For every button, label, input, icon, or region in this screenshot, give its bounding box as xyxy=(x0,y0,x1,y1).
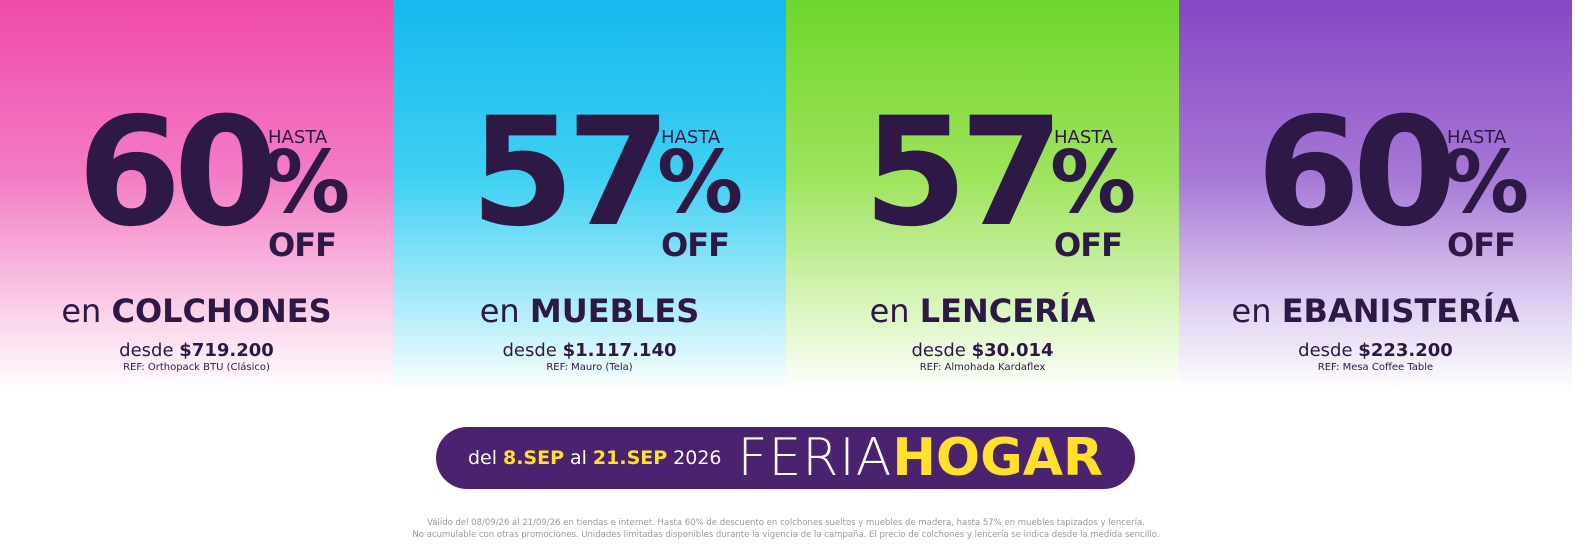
promo-panel: 60 HASTA% OFF en EBANISTERÍA desde $223.200 R… xyxy=(1179,0,1572,392)
category-name: MUEBLES xyxy=(529,292,700,330)
off-label: OFF xyxy=(1054,226,1123,264)
banner-date: 21.SEP xyxy=(592,447,668,469)
product-ref: REF: Mesa Coffee Table xyxy=(1317,362,1434,373)
price-value: $1.117.140 xyxy=(562,340,677,361)
product-ref: REF: Mauro (Tela) xyxy=(546,362,633,373)
product-ref: REF: Orthopack BTU (Clásico) xyxy=(123,362,270,373)
banner-text: del xyxy=(467,447,497,469)
percent-sign: % xyxy=(1050,133,1137,233)
banner-title: FERIA xyxy=(737,428,893,488)
price-prefix: desde xyxy=(119,340,174,361)
discount-number: 57 xyxy=(863,86,1064,260)
discount-number: 60 xyxy=(1256,86,1457,260)
percent-sign: % xyxy=(657,133,744,233)
category-name: LENCERÍA xyxy=(919,292,1096,330)
off-label: OFF xyxy=(268,226,337,264)
category-prefix: en xyxy=(869,292,910,330)
category-prefix: en xyxy=(1231,292,1272,330)
price-line: desde $223.200 xyxy=(1179,340,1572,361)
price-value: $719.200 xyxy=(179,340,274,361)
category-name: EBANISTERÍA xyxy=(1281,292,1520,330)
promo-panel: 60 HASTA% OFF en COLCHONES desde $719.200 REF… xyxy=(0,0,393,392)
price-line: desde $719.200 xyxy=(0,340,393,361)
category-name: COLCHONES xyxy=(111,292,332,330)
promo-panel: 57 HASTA% OFF en MUEBLES desde $1.117.140 REF… xyxy=(393,0,786,392)
banner-title: HOGAR xyxy=(892,428,1104,488)
banner-text: al xyxy=(570,447,587,469)
fine-print: No acumulable con otras promociones. Uni… xyxy=(412,530,1160,540)
category-prefix: en xyxy=(61,292,102,330)
product-ref: REF: Almohada Kardaflex xyxy=(919,362,1046,373)
fine-print: Válido del 08/09/26 al 21/09/26 en tiend… xyxy=(427,518,1145,528)
off-label: OFF xyxy=(661,226,730,264)
price-line: desde $1.117.140 xyxy=(393,340,786,361)
price-line: desde $30.014 xyxy=(786,340,1179,361)
price-prefix: desde xyxy=(502,340,557,361)
price-value: $30.014 xyxy=(971,340,1054,361)
category-prefix: en xyxy=(479,292,520,330)
banner-date: 8.SEP xyxy=(502,447,564,469)
hasta-label: HASTA xyxy=(268,127,328,148)
price-prefix: desde xyxy=(1298,340,1353,361)
date-banner: del 8.SEP al 21.SEP 2026 FERIA HOGAR xyxy=(436,427,1135,489)
price-prefix: desde xyxy=(911,340,966,361)
discount-number: 57 xyxy=(470,86,671,260)
banner-year: 2026 xyxy=(673,447,722,469)
hasta-label: HASTA xyxy=(661,127,721,148)
price-value: $223.200 xyxy=(1358,340,1453,361)
percent-sign: % xyxy=(1443,133,1530,233)
category-line: en LENCERÍA xyxy=(786,292,1179,330)
hasta-label: HASTA xyxy=(1054,127,1114,148)
category-line: en COLCHONES xyxy=(0,292,393,330)
category-line: en MUEBLES xyxy=(393,292,786,330)
percent-sign: % xyxy=(264,133,351,233)
off-label: OFF xyxy=(1447,226,1516,264)
discount-number: 60 xyxy=(77,86,278,260)
category-line: en EBANISTERÍA xyxy=(1179,292,1572,330)
promo-panel: 57 HASTA% OFF en LENCERÍA desde $30.014 REF: … xyxy=(786,0,1179,392)
hasta-label: HASTA xyxy=(1447,127,1507,148)
